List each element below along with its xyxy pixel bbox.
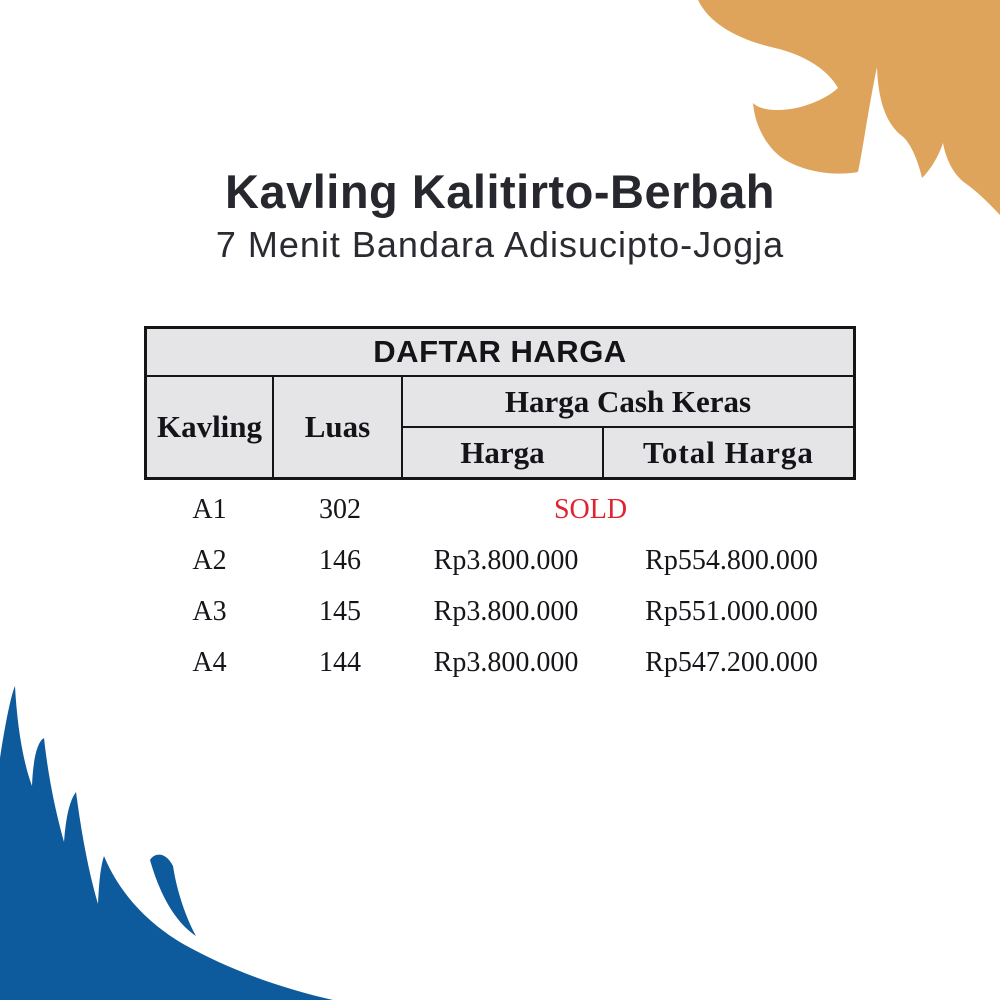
header: Kavling Kalitirto-Berbah 7 Menit Bandara… — [0, 166, 1000, 264]
table-row-a3-kavling: A3 — [192, 595, 227, 627]
price-table-body: A1 302 SOLD A2 146 Rp3.800.000 Rp554.800… — [144, 484, 856, 688]
column-header-total-harga: Total Harga — [643, 434, 814, 470]
table-row-a4-kavling: A4 — [192, 646, 227, 678]
column-header-luas: Luas — [274, 377, 403, 477]
table-row-a3-luas: 145 — [319, 595, 361, 627]
table-row-a1-luas: 302 — [319, 493, 361, 525]
price-table: DAFTAR HARGA Kavling Luas Harga Cash Ker… — [144, 326, 856, 688]
table-title: DAFTAR HARGA — [147, 329, 853, 377]
table-row-a2-harga: Rp3.800.000 — [433, 544, 579, 576]
column-header-kavling: Kavling — [147, 377, 274, 477]
page-subtitle: 7 Menit Bandara Adisucipto-Jogja — [215, 223, 785, 265]
blue-wave-shape — [0, 686, 333, 1000]
column-header-harga: Harga — [403, 428, 604, 477]
table-row-a4-luas: 144 — [319, 646, 361, 678]
table-row-a2-luas: 146 — [319, 544, 361, 576]
table-row-a4-harga: Rp3.800.000 — [433, 646, 579, 678]
price-table-header: DAFTAR HARGA Kavling Luas Harga Cash Ker… — [144, 326, 856, 480]
table-row-a2-total: Rp554.800.000 — [645, 544, 818, 576]
column-header-harga-cash-keras: Harga Cash Keras — [403, 377, 853, 428]
table-row-a2-kavling: A2 — [192, 544, 227, 576]
table-row-a4-total: Rp547.200.000 — [645, 646, 818, 678]
table-row-a1-status-badge: SOLD — [553, 493, 628, 525]
table-row-a3-harga: Rp3.800.000 — [433, 595, 579, 627]
table-row-a1-kavling: A1 — [192, 493, 227, 525]
page-title: Kavling Kalitirto-Berbah — [225, 165, 775, 218]
blue-wave-icon — [0, 686, 333, 1000]
table-row-a3-total: Rp551.000.000 — [645, 595, 818, 627]
